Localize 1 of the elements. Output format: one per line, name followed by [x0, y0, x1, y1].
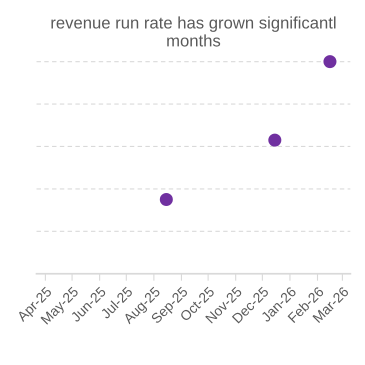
chart-title: revenue run rate has grown significantl months [51, 16, 336, 47]
